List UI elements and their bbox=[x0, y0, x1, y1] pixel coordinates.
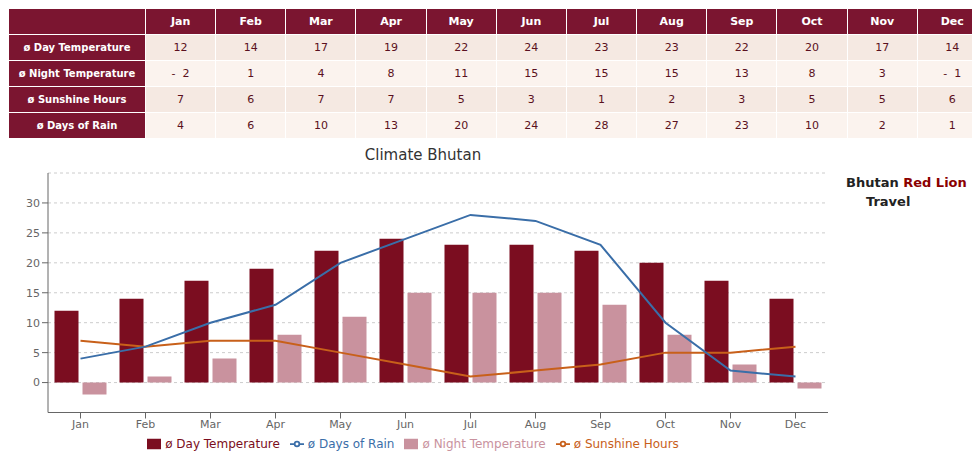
html-text:24: 24 bbox=[524, 41, 539, 54]
svg-text:Feb: Feb bbox=[136, 418, 155, 431]
html-text:Sep: Sep bbox=[730, 15, 754, 28]
html-text:Apr: Apr bbox=[380, 15, 402, 28]
svg-text:5: 5 bbox=[33, 347, 40, 360]
svg-text:Dec: Dec bbox=[785, 418, 806, 431]
html-text:2: 2 bbox=[878, 119, 886, 132]
svg-text:Jun: Jun bbox=[396, 418, 414, 431]
html-text:7: 7 bbox=[387, 93, 395, 106]
html-text:10: 10 bbox=[805, 119, 819, 132]
html-text:23: 23 bbox=[664, 41, 679, 54]
html-text:27: 27 bbox=[664, 119, 679, 132]
html-text:14: 14 bbox=[945, 41, 960, 54]
html-text:6: 6 bbox=[247, 93, 255, 106]
html-text:23: 23 bbox=[594, 41, 609, 54]
html-text:11: 11 bbox=[454, 67, 469, 80]
svg-text:Apr: Apr bbox=[266, 418, 286, 431]
html-text:ø Days of Rain: ø Days of Rain bbox=[36, 120, 118, 131]
html-text:14: 14 bbox=[243, 41, 258, 54]
html-text:5: 5 bbox=[808, 93, 816, 106]
html-text:1: 1 bbox=[598, 93, 605, 106]
svg-text:20: 20 bbox=[26, 257, 40, 270]
svg-text:Nov: Nov bbox=[720, 418, 742, 431]
html-text:Bhutan Red Lion: Bhutan Red Lion bbox=[846, 175, 967, 190]
html-text:15: 15 bbox=[594, 67, 609, 80]
html-text:13: 13 bbox=[384, 119, 398, 132]
html-text:8: 8 bbox=[808, 67, 816, 80]
html-text:12: 12 bbox=[173, 41, 188, 54]
svg-text:Mar: Mar bbox=[200, 418, 221, 431]
html-text:Feb: Feb bbox=[239, 15, 262, 28]
svg-text:30: 30 bbox=[26, 197, 40, 210]
html-text:ø Day Temperature: ø Day Temperature bbox=[165, 436, 280, 451]
html-text:17: 17 bbox=[313, 41, 328, 54]
html-text:22: 22 bbox=[734, 41, 749, 54]
svg-text:Jan: Jan bbox=[71, 418, 89, 431]
html-text:13: 13 bbox=[734, 67, 749, 80]
svg-text:0: 0 bbox=[33, 376, 40, 389]
html-text:- 2: - 2 bbox=[171, 67, 190, 80]
html-text:17: 17 bbox=[875, 41, 890, 54]
html-text:20: 20 bbox=[454, 119, 469, 132]
html-text:Mar: Mar bbox=[309, 15, 333, 28]
html-text:Climate Bhutan: Climate Bhutan bbox=[364, 146, 482, 164]
svg-text:Jul: Jul bbox=[463, 418, 477, 431]
svg-text:Sep: Sep bbox=[590, 418, 611, 431]
html-text:ø Night Temperature: ø Night Temperature bbox=[18, 68, 136, 79]
svg-text:25: 25 bbox=[26, 227, 40, 240]
html-text:8: 8 bbox=[387, 67, 395, 80]
html-text:3: 3 bbox=[738, 93, 746, 106]
html-text:ø Sunshine Hours: ø Sunshine Hours bbox=[27, 94, 127, 105]
html-text:May: May bbox=[448, 15, 474, 28]
html-text:Aug: Aug bbox=[659, 15, 684, 28]
html-text:4: 4 bbox=[317, 67, 325, 80]
html-text:19: 19 bbox=[384, 41, 398, 54]
html-text:23: 23 bbox=[734, 119, 749, 132]
html-text:3: 3 bbox=[878, 67, 886, 80]
svg-text:May: May bbox=[329, 418, 352, 431]
html-text:20: 20 bbox=[805, 41, 819, 54]
html-text:10: 10 bbox=[313, 119, 328, 132]
html-text:Jul: Jul bbox=[593, 15, 610, 28]
html-text:5: 5 bbox=[878, 93, 886, 106]
html-text:5: 5 bbox=[457, 93, 465, 106]
html-text:28: 28 bbox=[594, 119, 609, 132]
html-text:6: 6 bbox=[948, 93, 956, 106]
html-text:6: 6 bbox=[247, 119, 255, 132]
html-text:1: 1 bbox=[948, 119, 956, 132]
html-text:24: 24 bbox=[524, 119, 539, 132]
html-text:1: 1 bbox=[247, 67, 255, 80]
html-text:ø Night Temperature: ø Night Temperature bbox=[422, 436, 546, 451]
html-text:ø Day Temperature: ø Day Temperature bbox=[23, 42, 131, 53]
html-text:Nov: Nov bbox=[870, 15, 895, 28]
html-text:Jan: Jan bbox=[170, 15, 191, 28]
html-text:15: 15 bbox=[524, 67, 539, 80]
html-text:3: 3 bbox=[527, 93, 535, 106]
html-text:- 1: - 1 bbox=[943, 67, 962, 80]
html-text:4: 4 bbox=[177, 119, 185, 132]
svg-text:15: 15 bbox=[26, 287, 40, 300]
svg-text:10: 10 bbox=[26, 317, 40, 330]
html-text:ø Sunshine Hours: ø Sunshine Hours bbox=[573, 436, 679, 451]
html-text:22: 22 bbox=[454, 41, 469, 54]
svg-text:Aug: Aug bbox=[525, 418, 546, 431]
html-text:Travel: Travel bbox=[866, 194, 911, 209]
html-text:7: 7 bbox=[177, 93, 185, 106]
html-text:ø Days of Rain: ø Days of Rain bbox=[307, 436, 395, 451]
svg-text:Oct: Oct bbox=[656, 418, 676, 431]
html-text:Dec: Dec bbox=[940, 15, 964, 28]
html-text:15: 15 bbox=[664, 67, 679, 80]
html-text:Jun: Jun bbox=[521, 15, 542, 28]
html-text:2: 2 bbox=[668, 93, 676, 106]
html-text:7: 7 bbox=[317, 93, 325, 106]
html-text:Oct: Oct bbox=[801, 15, 823, 28]
